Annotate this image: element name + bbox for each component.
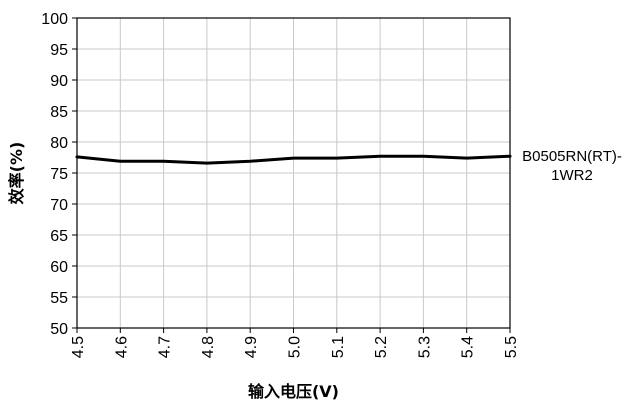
y-tick-label: 70	[50, 197, 68, 214]
x-tick-label: 5.0	[287, 336, 304, 358]
x-axis-title: 输入电压(V)	[248, 382, 339, 401]
x-axis-ticks: 4.5 4.6 4.7 4.8 4.9 5.0 5.1 5.2 5.3 5.4 5.5	[70, 328, 520, 358]
x-tick-label: 4.9	[243, 336, 260, 358]
legend-entry-label: B0505RN(RT)-	[522, 148, 622, 165]
y-tick-label: 95	[50, 42, 68, 59]
x-tick-label: 4.7	[157, 336, 174, 358]
x-tick-label: 5.2	[373, 336, 390, 358]
y-tick-label: 90	[50, 73, 68, 90]
y-tick-label: 80	[50, 135, 68, 152]
x-tick-label: 4.6	[113, 336, 130, 358]
y-tick-label: 55	[50, 290, 68, 307]
chart-grid	[76, 17, 511, 329]
efficiency-series-line	[75, 154, 512, 165]
y-tick-label: 60	[50, 259, 68, 276]
y-tick-label: 100	[41, 11, 68, 28]
y-tick-label: 50	[50, 321, 68, 338]
x-tick-label: 5.4	[460, 336, 477, 358]
y-axis-title: 效率(%)	[7, 142, 26, 205]
x-tick-label: 5.3	[416, 336, 433, 358]
y-axis-ticks: 100 95 90 85 80 75 70 65 60 55 50	[41, 11, 77, 338]
x-tick-label: 4.8	[200, 336, 217, 358]
legend-entry-label: 1WR2	[551, 167, 593, 184]
x-tick-label: 5.5	[503, 336, 520, 358]
legend: B0505RN(RT)- 1WR2	[522, 148, 622, 184]
x-tick-label: 5.1	[330, 336, 347, 358]
y-tick-label: 85	[50, 104, 68, 121]
y-tick-label: 75	[50, 166, 68, 183]
y-tick-label: 65	[50, 228, 68, 245]
x-tick-label: 4.5	[70, 336, 87, 358]
